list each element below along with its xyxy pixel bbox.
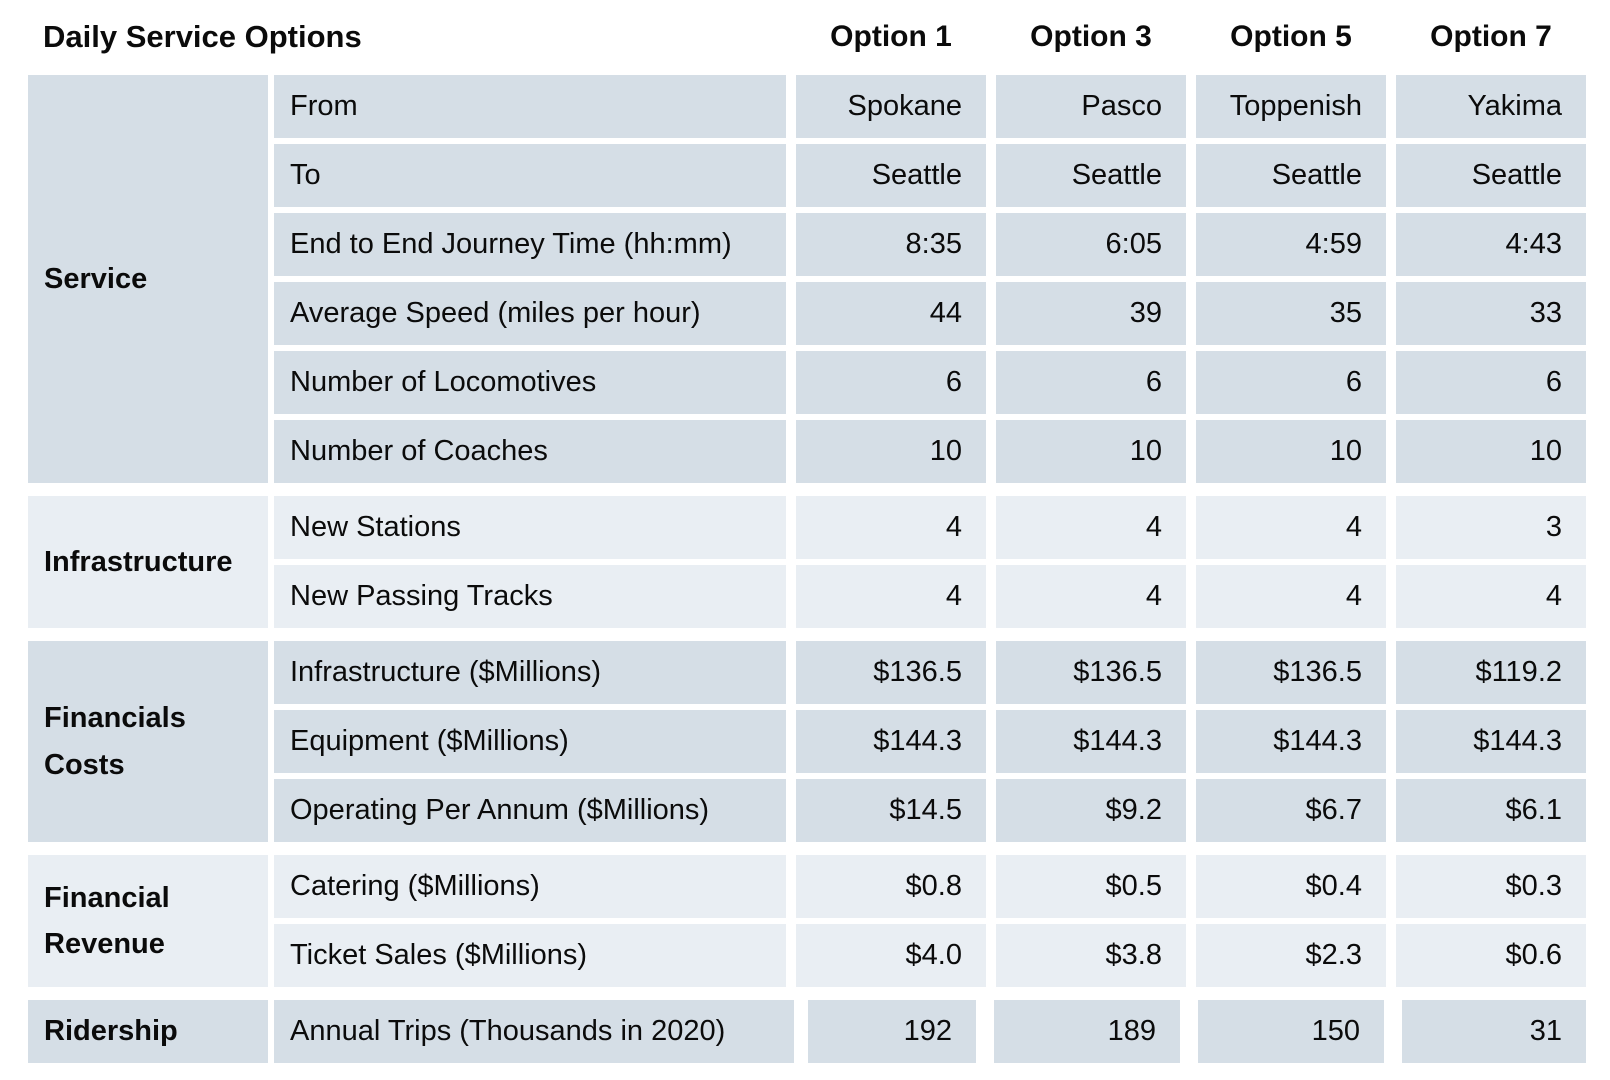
- group-label-financials-costs: Financials Costs: [28, 641, 268, 842]
- value-cell: Yakima: [1396, 75, 1586, 138]
- value-cell: 4: [1396, 565, 1586, 628]
- row-label-number-of-coaches: Number of Coaches: [274, 420, 786, 483]
- value-cell: $2.3: [1196, 924, 1386, 987]
- value-cell: $0.5: [996, 855, 1186, 918]
- value-cell: Seattle: [796, 144, 986, 207]
- value-cell: 8:35: [796, 213, 986, 276]
- row-label-equipment-millions-: Equipment ($Millions): [274, 710, 786, 773]
- value-cell: 31: [1402, 1000, 1586, 1063]
- value-cell: $4.0: [796, 924, 986, 987]
- value-cell: 35: [1196, 282, 1386, 345]
- value-cell: 4: [996, 496, 1186, 559]
- value-cell: $136.5: [796, 641, 986, 704]
- row-label-from: From: [274, 75, 786, 138]
- value-cell: Toppenish: [1196, 75, 1386, 138]
- value-cell: Spokane: [796, 75, 986, 138]
- row-label-end-to-end-journey-time-hh-mm-: End to End Journey Time (hh:mm): [274, 213, 786, 276]
- group-label-service: Service: [28, 75, 268, 483]
- row-label-new-stations: New Stations: [274, 496, 786, 559]
- value-cell: $3.8: [996, 924, 1186, 987]
- row-label-new-passing-tracks: New Passing Tracks: [274, 565, 786, 628]
- value-cell: Seattle: [996, 144, 1186, 207]
- value-cell: 4: [1196, 565, 1386, 628]
- page-title: Daily Service Options: [43, 19, 362, 54]
- value-cell: $0.6: [1396, 924, 1586, 987]
- value-cell: $0.3: [1396, 855, 1586, 918]
- section-financials-costs: Financials Costs Infrastructure ($Million…: [28, 641, 1610, 842]
- column-header-option-3: Option 3: [1030, 20, 1152, 53]
- value-cell: $119.2: [1396, 641, 1586, 704]
- value-cell: 4: [996, 565, 1186, 628]
- value-cell: 4:43: [1396, 213, 1586, 276]
- value-cell: $6.1: [1396, 779, 1586, 842]
- value-cell: $144.3: [796, 710, 986, 773]
- value-cell: $14.5: [796, 779, 986, 842]
- value-cell: 6: [1196, 351, 1386, 414]
- column-header-option-7: Option 7: [1430, 20, 1552, 53]
- row-label-to: To: [274, 144, 786, 207]
- table-header-row: Daily Service Options Option 1 Option 3 …: [28, 12, 1610, 62]
- value-cell: 44: [796, 282, 986, 345]
- value-cell: 10: [1396, 420, 1586, 483]
- value-cell: 4: [1196, 496, 1386, 559]
- row-label-catering-millions-: Catering ($Millions): [274, 855, 786, 918]
- group-label-infrastructure: Infrastructure: [28, 496, 268, 628]
- value-cell: 4: [796, 496, 986, 559]
- value-cell: 6: [796, 351, 986, 414]
- value-cell: 10: [1196, 420, 1386, 483]
- group-label-ridership: Ridership: [28, 1000, 268, 1063]
- column-header-option-1: Option 1: [830, 20, 952, 53]
- value-cell: $0.8: [796, 855, 986, 918]
- value-cell: 6: [996, 351, 1186, 414]
- value-cell: 10: [796, 420, 986, 483]
- section-financial-revenue: Financial Revenue Catering ($Millions) $0.…: [28, 855, 1610, 987]
- row-label-infrastructure-millions-: Infrastructure ($Millions): [274, 641, 786, 704]
- value-cell: Seattle: [1196, 144, 1386, 207]
- value-cell: Pasco: [996, 75, 1186, 138]
- row-label-number-of-locomotives: Number of Locomotives: [274, 351, 786, 414]
- row-label-ticket-sales-millions-: Ticket Sales ($Millions): [274, 924, 786, 987]
- value-cell: 150: [1198, 1000, 1384, 1063]
- value-cell: $9.2: [996, 779, 1186, 842]
- value-cell: $144.3: [1396, 710, 1586, 773]
- value-cell: $0.4: [1196, 855, 1386, 918]
- row-label-annual-trips-thousands-in-2020-: Annual Trips (Thousands in 2020): [274, 1000, 794, 1063]
- value-cell: 33: [1396, 282, 1586, 345]
- value-cell: 6: [1396, 351, 1586, 414]
- value-cell: 10: [996, 420, 1186, 483]
- section-infrastructure: Infrastructure New Stations 4 4 4 3 New Passin…: [28, 496, 1610, 628]
- value-cell: $136.5: [1196, 641, 1386, 704]
- table-body: Service From Spokane Pasco Toppenish Yakima To…: [28, 75, 1610, 1063]
- group-label-financial-revenue: Financial Revenue: [28, 855, 268, 987]
- section-service: Service From Spokane Pasco Toppenish Yakima To…: [28, 75, 1610, 483]
- value-cell: 192: [808, 1000, 976, 1063]
- value-cell: $144.3: [1196, 710, 1386, 773]
- value-cell: 4: [796, 565, 986, 628]
- value-cell: $144.3: [996, 710, 1186, 773]
- value-cell: 189: [994, 1000, 1180, 1063]
- value-cell: 3: [1396, 496, 1586, 559]
- column-header-option-5: Option 5: [1230, 20, 1352, 53]
- value-cell: $6.7: [1196, 779, 1386, 842]
- row-label-average-speed-miles-per-hour-: Average Speed (miles per hour): [274, 282, 786, 345]
- value-cell: $136.5: [996, 641, 1186, 704]
- value-cell: 4:59: [1196, 213, 1386, 276]
- section-ridership: Ridership Annual Trips (Thousands in 2020…: [28, 1000, 1610, 1063]
- value-cell: Seattle: [1396, 144, 1586, 207]
- value-cell: 39: [996, 282, 1186, 345]
- row-label-operating-per-annum-millions-: Operating Per Annum ($Millions): [274, 779, 786, 842]
- value-cell: 6:05: [996, 213, 1186, 276]
